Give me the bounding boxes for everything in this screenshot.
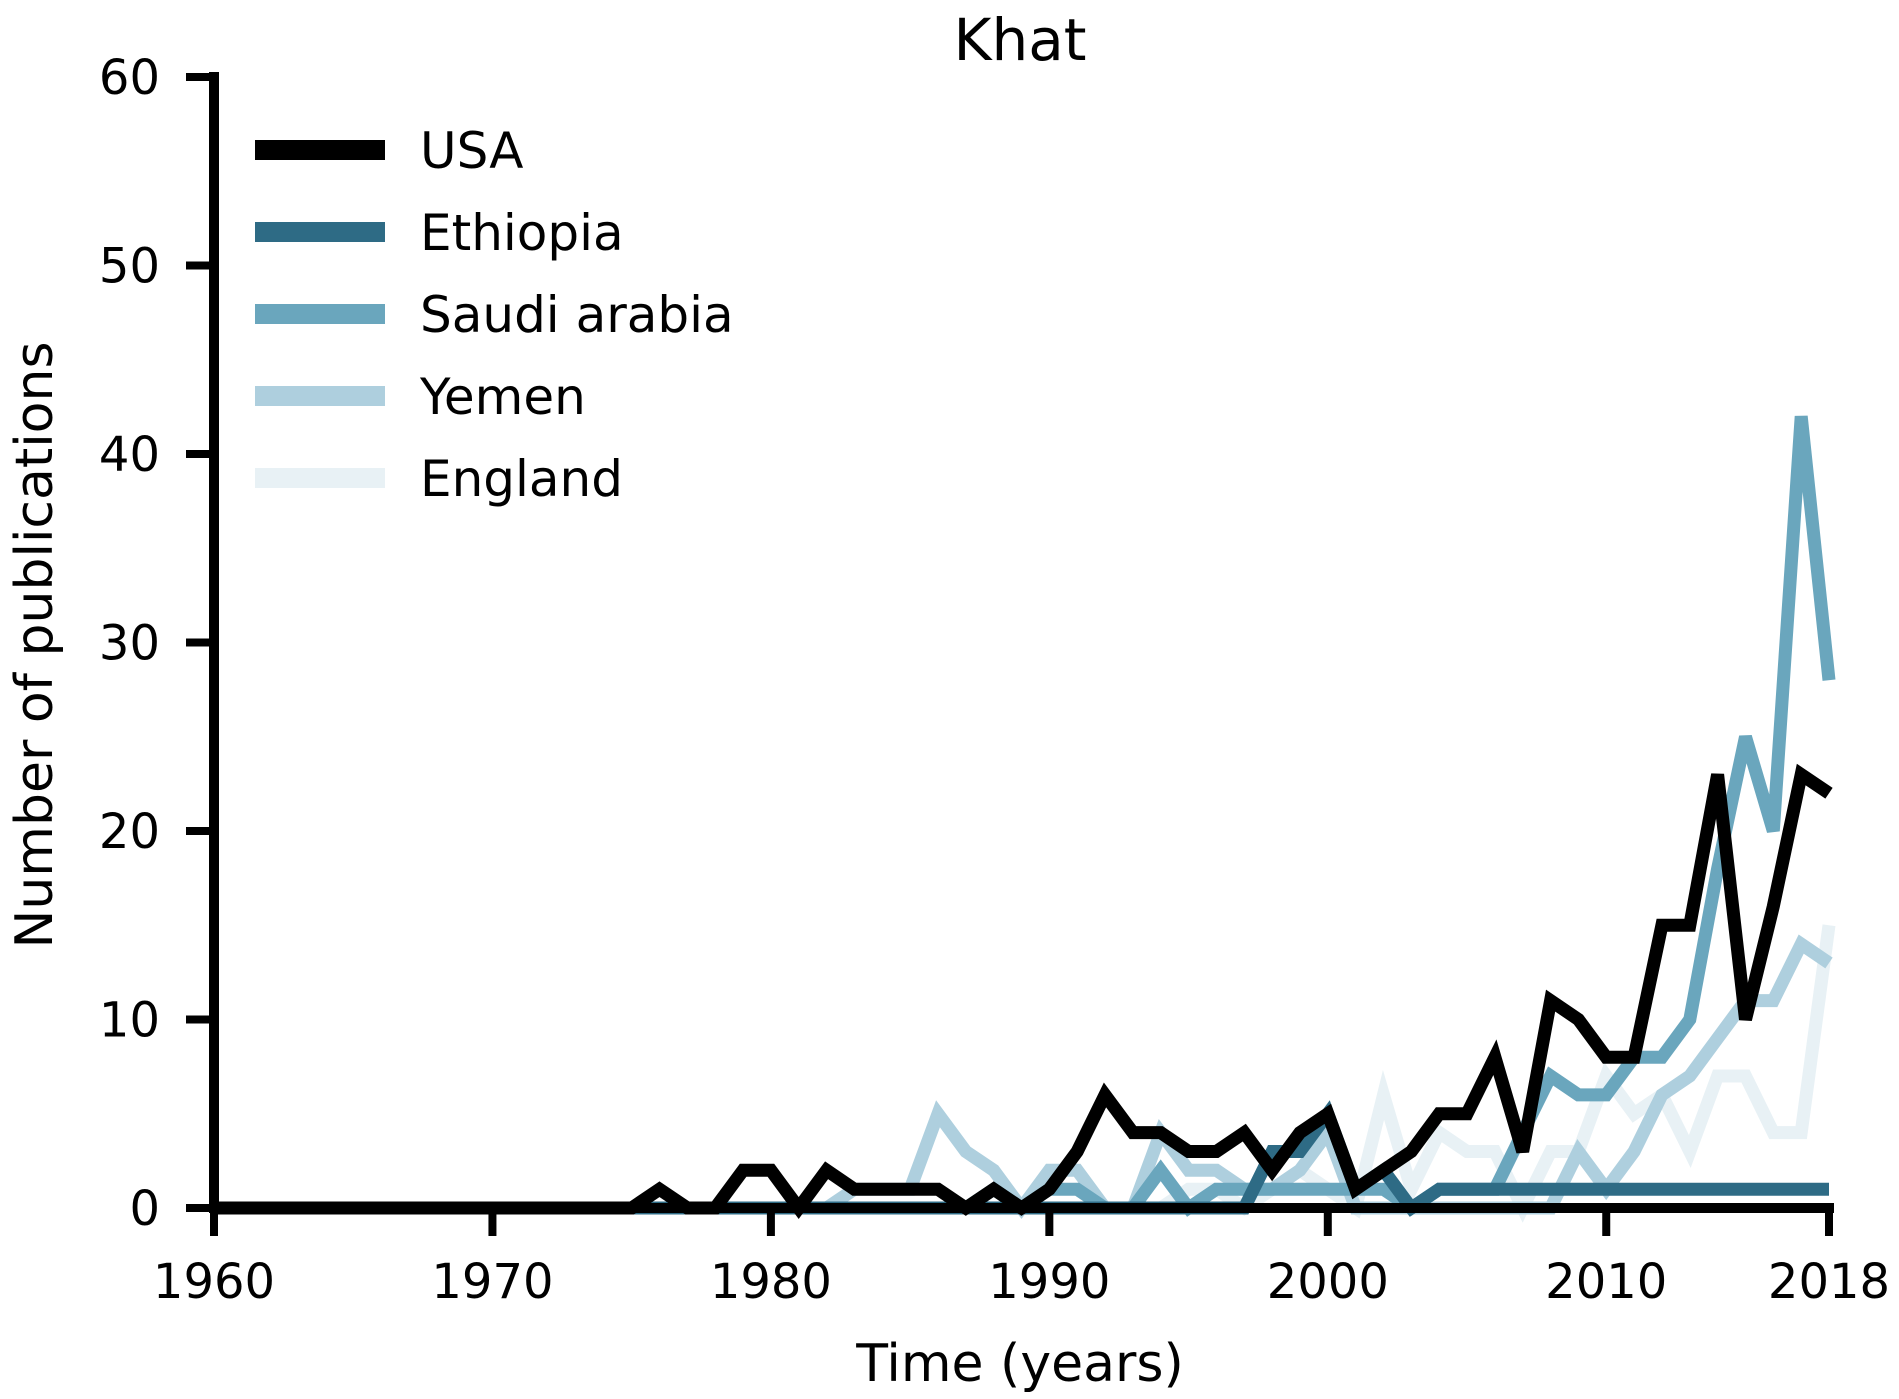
y-tick-label: 30 — [99, 616, 160, 672]
x-tick-label: 2018 — [1768, 1254, 1890, 1310]
x-axis-title: Time (years) — [855, 1334, 1183, 1394]
y-tick-label: 40 — [99, 427, 160, 483]
y-tick-label: 10 — [99, 993, 160, 1049]
y-tick-label: 50 — [99, 239, 160, 295]
y-tick-label: 0 — [129, 1181, 160, 1237]
x-tick-label: 1990 — [988, 1254, 1110, 1310]
legend-item-saudi-arabia: Saudi arabia — [255, 286, 734, 344]
y-tick-label: 20 — [99, 804, 160, 860]
y-axis-title: Number of publications — [5, 341, 65, 948]
y-tick-label: 60 — [99, 50, 160, 106]
x-tick-label: 1970 — [431, 1254, 553, 1310]
series-line-saudi-arabia — [214, 415, 1836, 1217]
x-tick-label: 1980 — [710, 1254, 832, 1310]
legend-label: Yemen — [419, 368, 586, 426]
y-axis-ticks: 0 10 20 30 40 50 60 — [99, 50, 214, 1237]
x-tick-label: 2010 — [1545, 1254, 1667, 1310]
legend-label: England — [420, 450, 623, 508]
x-tick-label: 2000 — [1267, 1254, 1389, 1310]
legend-item-yemen: Yemen — [255, 368, 586, 426]
legend-label: USA — [420, 122, 523, 180]
series-layer — [214, 415, 1836, 1223]
x-tick-label: 1960 — [153, 1254, 275, 1310]
chart-title: Khat — [953, 6, 1086, 74]
series-line-yemen — [214, 934, 1833, 1219]
legend-item-england: England — [255, 450, 623, 508]
legend-label: Ethiopia — [420, 204, 624, 262]
legend-label: Saudi arabia — [420, 286, 734, 344]
legend-item-ethiopia: Ethiopia — [255, 204, 624, 262]
legend: USA Ethiopia Saudi arabia Yemen England — [255, 122, 734, 508]
x-axis-ticks: 1960 1970 1980 1990 2000 2010 2018 — [153, 1208, 1890, 1310]
legend-item-usa: USA — [255, 122, 523, 180]
